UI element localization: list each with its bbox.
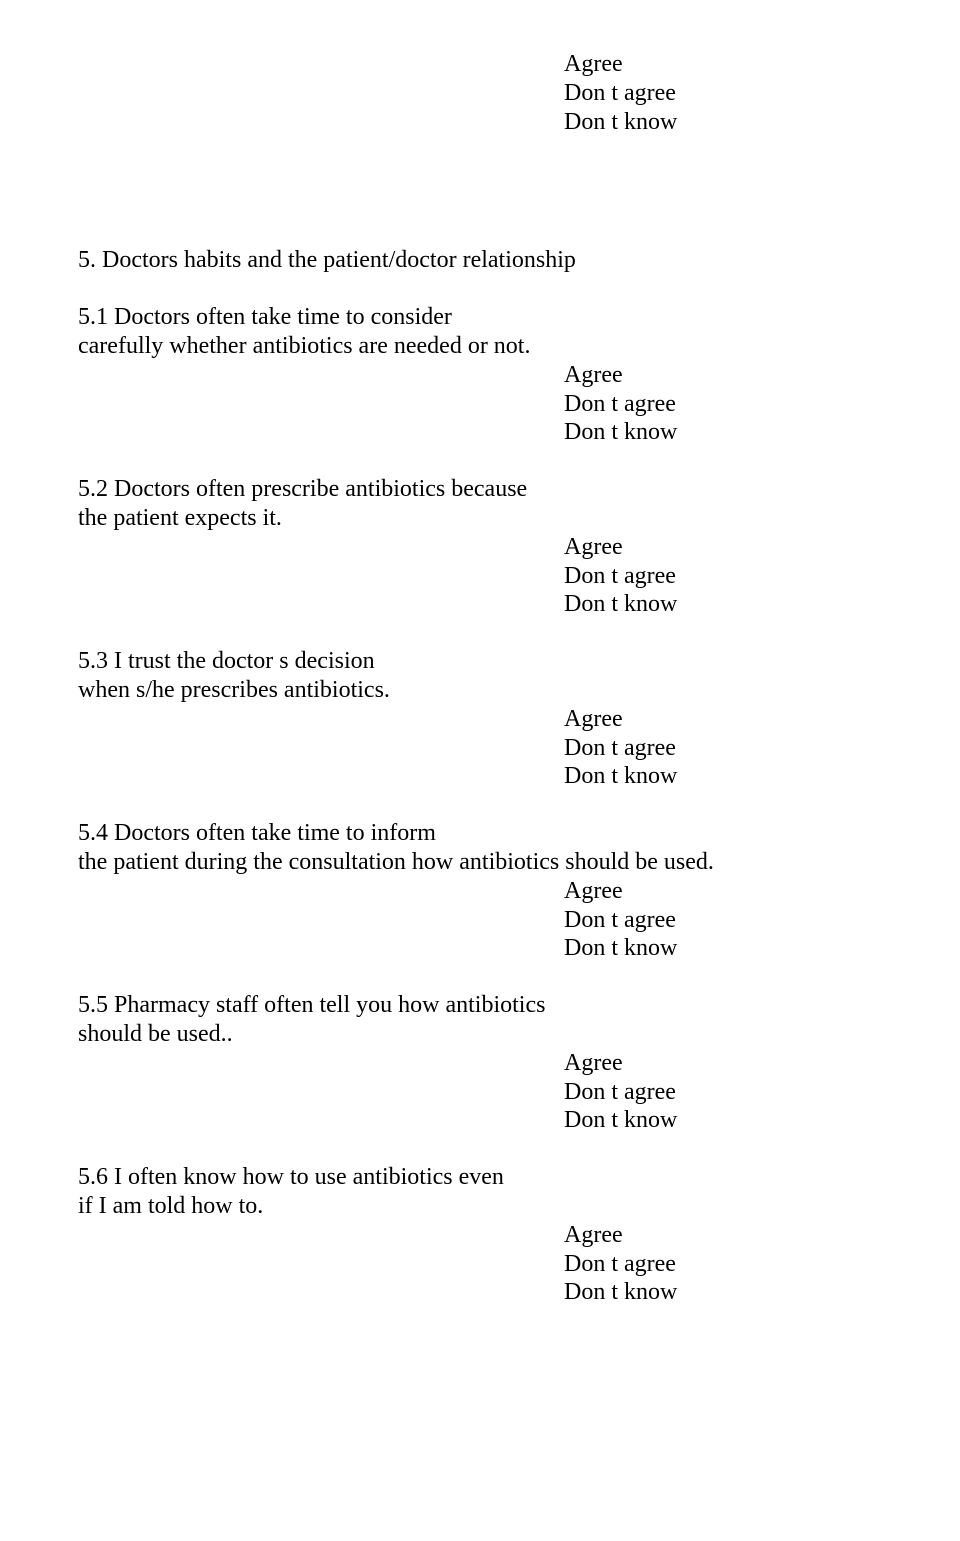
question-5-6: 5.6 I often know how to use antibiotics … — [78, 1163, 882, 1221]
option-label: Don t agree — [564, 734, 676, 763]
option-row[interactable]: Don t know — [510, 108, 882, 137]
option-group: Agree Don t agree Don t know — [510, 1049, 882, 1135]
option-label: Don t agree — [564, 390, 676, 419]
question-text: the patient during the consultation how … — [78, 848, 882, 877]
option-label: Don t agree — [564, 1078, 676, 1107]
option-label: Don t agree — [564, 79, 676, 108]
option-row[interactable]: Don t agree — [510, 734, 882, 763]
question-text: when s/he prescribes antibiotics. — [78, 676, 882, 705]
option-group: Agree Don t agree Don t know — [510, 1221, 882, 1307]
option-row[interactable]: Don t agree — [510, 906, 882, 935]
option-row[interactable]: Agree — [510, 877, 882, 906]
option-row[interactable]: Don t know — [510, 590, 882, 619]
option-row[interactable]: Don t agree — [510, 1078, 882, 1107]
option-label: Agree — [564, 1049, 623, 1078]
option-row[interactable]: Don t agree — [510, 1250, 882, 1279]
question-5-1: 5.1 Doctors often take time to consider … — [78, 303, 882, 361]
option-row[interactable]: Don t know — [510, 1278, 882, 1307]
question-text: 5.2 Doctors often prescribe antibiotics … — [78, 475, 882, 504]
option-label: Don t know — [564, 762, 677, 791]
option-label: Agree — [564, 361, 623, 390]
option-row[interactable]: Don t agree — [510, 562, 882, 591]
section-heading: 5. Doctors habits and the patient/doctor… — [78, 246, 882, 275]
option-label: Don t know — [564, 108, 677, 137]
option-group: Agree Don t agree Don t know — [510, 50, 882, 136]
question-5-3: 5.3 I trust the doctor s decision when s… — [78, 647, 882, 705]
option-row[interactable]: Agree — [510, 705, 882, 734]
question-text: 5.6 I often know how to use antibiotics … — [78, 1163, 882, 1192]
question-text: 5.5 Pharmacy staff often tell you how an… — [78, 991, 882, 1020]
question-text: the patient expects it. — [78, 504, 882, 533]
option-row[interactable]: Agree — [510, 533, 882, 562]
option-label: Agree — [564, 705, 623, 734]
option-row[interactable]: Don t agree — [510, 390, 882, 419]
question-text: carefully whether antibiotics are needed… — [78, 332, 882, 361]
option-row[interactable]: Agree — [510, 1049, 882, 1078]
question-5-2: 5.2 Doctors often prescribe antibiotics … — [78, 475, 882, 533]
option-label: Don t know — [564, 1106, 677, 1135]
option-row[interactable]: Agree — [510, 1221, 882, 1250]
option-row[interactable]: Don t know — [510, 934, 882, 963]
option-label: Agree — [564, 877, 623, 906]
option-row[interactable]: Agree — [510, 50, 882, 79]
option-row[interactable]: Don t know — [510, 418, 882, 447]
question-text: should be used.. — [78, 1020, 882, 1049]
option-label: Don t know — [564, 590, 677, 619]
question-text: 5.3 I trust the doctor s decision — [78, 647, 882, 676]
option-group: Agree Don t agree Don t know — [510, 533, 882, 619]
option-label: Agree — [564, 533, 623, 562]
option-label: Don t know — [564, 1278, 677, 1307]
option-row[interactable]: Don t know — [510, 762, 882, 791]
option-label: Don t agree — [564, 562, 676, 591]
option-label: Agree — [564, 1221, 623, 1250]
option-label: Don t agree — [564, 906, 676, 935]
option-label: Don t agree — [564, 1250, 676, 1279]
heading-text: 5. Doctors habits and the patient/doctor… — [78, 247, 576, 273]
option-group: Agree Don t agree Don t know — [510, 705, 882, 791]
option-row[interactable]: Agree — [510, 361, 882, 390]
option-row[interactable]: Don t agree — [510, 79, 882, 108]
question-text: 5.4 Doctors often take time to inform — [78, 819, 882, 848]
option-label: Don t know — [564, 418, 677, 447]
option-group: Agree Don t agree Don t know — [510, 877, 882, 963]
option-label: Agree — [564, 50, 623, 79]
question-5-4: 5.4 Doctors often take time to inform th… — [78, 819, 882, 877]
question-5-5: 5.5 Pharmacy staff often tell you how an… — [78, 991, 882, 1049]
question-text: 5.1 Doctors often take time to consider — [78, 303, 882, 332]
option-label: Don t know — [564, 934, 677, 963]
option-group: Agree Don t agree Don t know — [510, 361, 882, 447]
option-row[interactable]: Don t know — [510, 1106, 882, 1135]
question-text: if I am told how to. — [78, 1192, 882, 1221]
